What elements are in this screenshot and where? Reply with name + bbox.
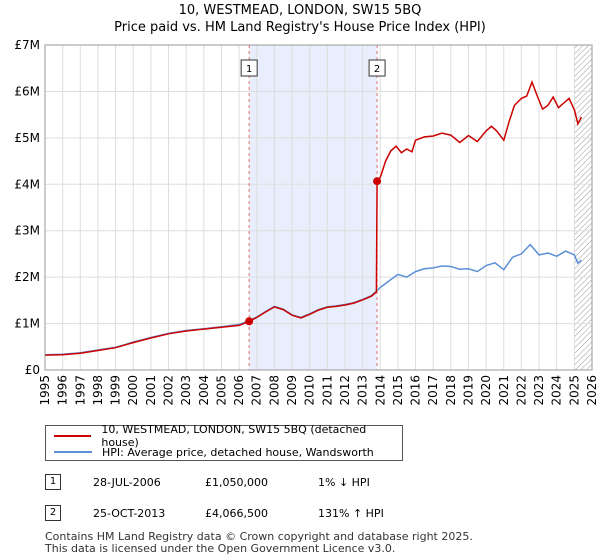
sale-price: £1,050,000	[205, 476, 268, 489]
y-tick-label: £3M	[14, 224, 40, 238]
x-tick-label: 2001	[144, 375, 158, 406]
x-tick-label: 1999	[109, 375, 123, 406]
price-chart: £0 £1M £2M £3M £4M £5M £6M £7M 1995 1996 1997 1998 1…	[14, 38, 599, 406]
sale-number-badge: 1	[45, 474, 61, 490]
x-tick-label: 2017	[426, 375, 440, 406]
x-tick-label: 2010	[303, 375, 317, 406]
x-tick-label: 2005	[214, 375, 228, 406]
x-tick-label: 2013	[356, 375, 370, 406]
sale-point	[373, 177, 382, 186]
plot-border	[44, 44, 593, 371]
x-tick-label: 2003	[179, 375, 193, 406]
x-tick-label: 1995	[38, 375, 52, 406]
legend-label-hpi: HPI: Average price, detached house, Wand…	[102, 445, 374, 459]
sale-price: £4,066,500	[205, 507, 268, 520]
x-tick-label: 2025	[567, 375, 581, 406]
x-tick-label: 2008	[267, 375, 281, 406]
x-tick-label: 2011	[320, 375, 334, 406]
y-tick-label: £1M	[14, 317, 40, 331]
sale-date: 28-JUL-2006	[93, 476, 161, 489]
sale-point	[245, 317, 254, 326]
x-tick-label: 2000	[126, 375, 140, 406]
x-tick-label: 2023	[532, 375, 546, 406]
property-series-line	[44, 79, 583, 356]
y-tick-label: £5M	[14, 131, 40, 145]
x-tick-label: 1997	[73, 375, 87, 406]
sale-marker-badge	[368, 59, 386, 77]
sale-hpi-change: 131% ↑ HPI	[318, 507, 384, 520]
x-tick-label: 1996	[56, 375, 70, 406]
shaded-ownership-period	[249, 45, 378, 370]
sale-row-2: 2 25-OCT-2013 £4,066,500 131% ↑ HPI	[45, 505, 585, 525]
sale-row-1: 1 28-JUL-2006 £1,050,000 1% ↓ HPI	[45, 474, 585, 494]
sale-hpi-change: 1% ↓ HPI	[318, 476, 370, 489]
legend-item-hpi: HPI: Average price, detached house, Wand…	[54, 444, 374, 460]
sale-date: 25-OCT-2013	[93, 507, 166, 520]
sale-number-badge: 2	[45, 505, 61, 521]
y-tick-label: £4M	[14, 177, 40, 191]
y-tick-label: £0	[25, 363, 40, 377]
x-tick-label: 2022	[514, 375, 528, 406]
sale-marker-badge	[240, 59, 258, 77]
x-tick-label: 2007	[250, 375, 264, 406]
sale-marker-label: 1	[246, 64, 252, 75]
sale-marker-label: 2	[374, 64, 380, 75]
legend-swatch-hpi	[54, 451, 92, 453]
x-tick-label: 2006	[232, 375, 246, 406]
x-tick-label: 2024	[550, 375, 564, 406]
x-tick-label: 2016	[409, 375, 423, 406]
x-tick-label: 2002	[162, 375, 176, 406]
chart-legend: 10, WESTMEAD, LONDON, SW15 5BQ (detached…	[45, 423, 403, 461]
x-tick-label: 2014	[373, 375, 387, 406]
x-tick-label: 2015	[391, 375, 405, 406]
future-hatch-region	[574, 45, 592, 370]
legend-swatch-property	[54, 435, 92, 437]
x-tick-label: 2021	[497, 375, 511, 406]
y-tick-label: £7M	[14, 38, 40, 52]
footer-line-2: This data is licensed under the Open Gov…	[45, 542, 396, 555]
legend-label-property: 10, WESTMEAD, LONDON, SW15 5BQ (detached…	[101, 423, 367, 449]
x-tick-label: 2020	[479, 375, 493, 406]
x-tick-label: 2019	[461, 375, 475, 406]
footer-copyright: Contains HM Land Registry data © Crown c…	[45, 531, 473, 555]
x-tick-label: 2004	[197, 375, 211, 406]
x-tick-label: 2012	[338, 375, 352, 406]
legend-item-property: 10, WESTMEAD, LONDON, SW15 5BQ (detached…	[54, 423, 402, 449]
x-tick-label: 2026	[585, 375, 599, 406]
x-tick-label: 2018	[444, 375, 458, 406]
x-tick-label: 1998	[91, 375, 105, 406]
y-tick-label: £6M	[14, 84, 40, 98]
y-tick-label: £2M	[14, 270, 40, 284]
chart-subtitle: Price paid vs. HM Land Registry's House …	[114, 20, 486, 35]
chart-title: 10, WESTMEAD, LONDON, SW15 5BQ	[178, 3, 422, 18]
footer-line-1: Contains HM Land Registry data © Crown c…	[45, 530, 473, 543]
x-tick-label: 2009	[285, 375, 299, 406]
